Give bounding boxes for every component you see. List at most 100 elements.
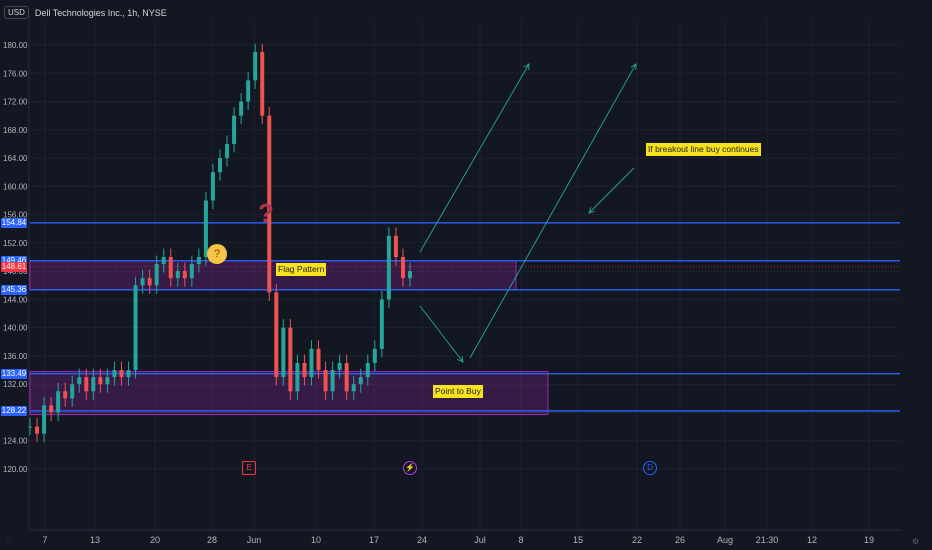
candle-body xyxy=(260,52,265,116)
y-tick-label: 180.00 xyxy=(3,41,28,50)
price-tag: 133.49 xyxy=(1,368,27,379)
candle-body xyxy=(175,271,180,279)
x-tick-label: 12 xyxy=(807,535,817,545)
y-tick-label: 152.00 xyxy=(3,239,28,248)
candle-body xyxy=(49,405,54,413)
candle-body xyxy=(330,370,335,392)
y-tick-label: 140.00 xyxy=(3,324,28,333)
candle-body xyxy=(42,405,47,434)
candle-body xyxy=(365,363,370,378)
candle-body xyxy=(344,363,349,392)
candle-body xyxy=(267,115,272,293)
candle-body xyxy=(35,426,40,434)
price-tag: 148.61 xyxy=(1,261,27,272)
thinking-face-icon: ? xyxy=(207,244,227,264)
candle-body xyxy=(379,299,384,349)
grid xyxy=(30,20,900,530)
candle-body xyxy=(309,348,314,378)
pullback-arrow xyxy=(419,305,464,363)
y-tick-label: 176.00 xyxy=(3,69,28,78)
candle-body xyxy=(91,377,96,392)
y-tick-label: 124.00 xyxy=(3,437,28,446)
candle-body xyxy=(372,348,377,363)
x-tick-label: 8 xyxy=(518,535,523,545)
candle-body xyxy=(98,377,103,385)
candle-body xyxy=(210,172,215,201)
currency-button[interactable]: USD xyxy=(4,6,29,19)
candle-body xyxy=(393,235,398,257)
pullback-arrow-head xyxy=(457,356,464,363)
timezone-icon[interactable]: ◌ xyxy=(6,537,11,546)
candle-body xyxy=(351,384,356,392)
x-tick-label: 28 xyxy=(207,535,217,545)
candle-body xyxy=(147,278,152,286)
candle-body xyxy=(56,391,61,413)
candle-body xyxy=(168,257,173,279)
x-tick-label: Jul xyxy=(474,535,486,545)
candle-body xyxy=(70,384,75,399)
chart-header: USD Dell Technologies Inc., 1h, NYSE xyxy=(4,6,167,19)
x-tick-label: 21:30 xyxy=(756,535,779,545)
candle-body xyxy=(196,257,201,265)
candle-body xyxy=(323,370,328,392)
candle-body xyxy=(337,363,342,371)
candle-body xyxy=(295,363,300,392)
candle-body xyxy=(225,143,230,159)
question-mark: ? xyxy=(258,198,274,228)
breakout-arrow-head xyxy=(523,63,530,71)
x-tick-label: 10 xyxy=(311,535,321,545)
symbol-title: Dell Technologies Inc., 1h, NYSE xyxy=(34,7,167,18)
note-arrow-head xyxy=(588,207,595,214)
candle-body xyxy=(84,377,89,392)
candle-body xyxy=(28,426,32,428)
breakout-note-label: If breakout line buy continues xyxy=(646,143,761,156)
candle-body xyxy=(126,370,131,378)
x-tick-label: 19 xyxy=(864,535,874,545)
recovery-arrow-head xyxy=(630,63,637,71)
candle-body xyxy=(119,370,124,378)
y-tick-label: 172.00 xyxy=(3,98,28,107)
candle-body xyxy=(140,278,145,286)
y-tick-label: 132.00 xyxy=(3,380,28,389)
note-arrow xyxy=(588,167,635,214)
candle-body xyxy=(246,80,251,102)
candle-body xyxy=(133,285,138,371)
candle-body xyxy=(203,200,208,257)
y-tick-label: 164.00 xyxy=(3,154,28,163)
candles xyxy=(28,43,412,443)
horizontal-levels xyxy=(30,222,900,412)
x-axis: 7 13 20 28 Jun 10 17 24 Jul 8 15 22 26 Aug 21:30 12 19 xyxy=(30,529,900,545)
candle-body xyxy=(63,391,68,399)
candle-body xyxy=(253,52,258,81)
dividend-event-icon[interactable]: D xyxy=(643,461,657,475)
candle-body xyxy=(218,158,222,173)
candle-body xyxy=(400,257,405,279)
breakout-arrow xyxy=(419,63,530,253)
candle-body xyxy=(105,377,110,385)
candle-body xyxy=(281,327,286,378)
price-tag: 154.84 xyxy=(1,217,27,228)
x-tick-label: 22 xyxy=(632,535,642,545)
y-tick-label: 144.00 xyxy=(3,295,28,304)
x-tick-label: 26 xyxy=(675,535,685,545)
candle-body xyxy=(161,257,166,265)
y-axis: 180.00 176.00 172.00 168.00 164.00 160.00 156.… xyxy=(3,20,30,530)
zones xyxy=(29,260,549,416)
x-tick-label: Jun xyxy=(247,535,262,545)
y-tick-label: 168.00 xyxy=(3,126,28,135)
x-tick-label: 20 xyxy=(150,535,160,545)
x-tick-label: 13 xyxy=(90,535,100,545)
candle-body xyxy=(232,115,237,144)
candle-body xyxy=(77,377,82,385)
candle-body xyxy=(274,292,279,378)
x-tick-label: 17 xyxy=(369,535,379,545)
recovery-arrow xyxy=(469,63,637,359)
earnings-event-icon[interactable]: E xyxy=(242,461,256,475)
x-tick-label: 24 xyxy=(417,535,427,545)
settings-icon[interactable]: ⚙ xyxy=(912,537,920,546)
point-to-buy-label: Point to Buy xyxy=(433,385,483,398)
y-tick-label: 156.00 xyxy=(3,211,28,220)
split-event-icon[interactable]: ⚡ xyxy=(403,461,417,475)
y-tick-label: 120.00 xyxy=(3,465,28,474)
